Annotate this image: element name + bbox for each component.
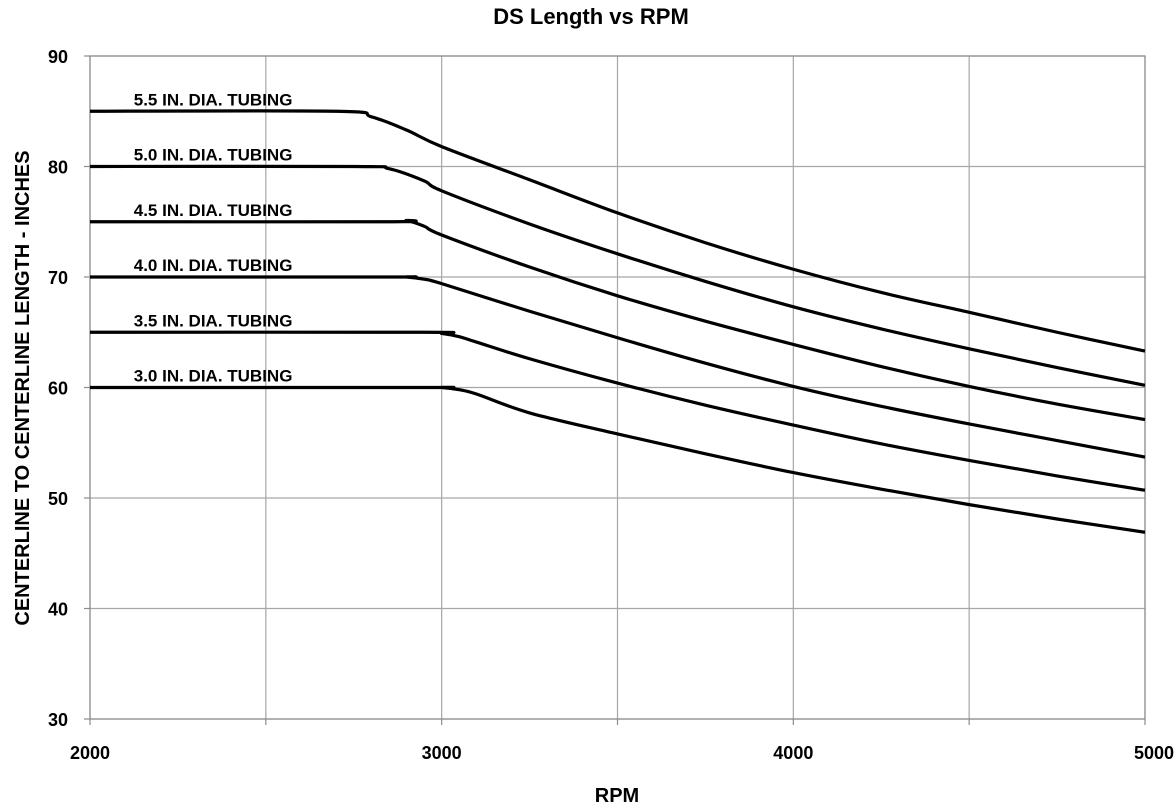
series-label: 5.5 IN. DIA. TUBING — [134, 90, 293, 109]
x-tick-label: 4000 — [773, 743, 813, 763]
y-tick-label: 50 — [48, 489, 68, 509]
x-tick-label: 2000 — [70, 743, 110, 763]
y-tick-label: 70 — [48, 268, 68, 288]
x-axis-title: RPM — [595, 785, 639, 807]
series-label: 4.5 IN. DIA. TUBING — [134, 201, 293, 220]
y-tick-label: 90 — [48, 47, 68, 67]
y-tick-label: 80 — [48, 158, 68, 178]
y-tick-label: 30 — [48, 710, 68, 730]
series-label: 3.5 IN. DIA. TUBING — [134, 311, 293, 330]
series-label: 4.0 IN. DIA. TUBING — [134, 256, 293, 275]
chart-title: DS Length vs RPM — [493, 4, 689, 29]
series-label: 3.0 IN. DIA. TUBING — [134, 367, 293, 386]
x-tick-label: 5000 — [1134, 743, 1174, 763]
y-tick-label: 60 — [48, 379, 68, 399]
y-axis-ticks: 30 40 50 60 70 80 90 — [48, 47, 90, 730]
series-labels: 5.5 IN. DIA. TUBING 5.0 IN. DIA. TUBING 4.… — [134, 90, 293, 385]
x-tick-label: 3000 — [422, 743, 462, 763]
x-axis-ticks: 2000 3000 4000 5000 — [70, 719, 1174, 763]
series-label: 5.0 IN. DIA. TUBING — [134, 146, 293, 165]
y-axis-title: CENTERLINE TO CENTERLINE LENGTH - INCHES — [12, 150, 34, 625]
y-tick-label: 40 — [48, 600, 68, 620]
